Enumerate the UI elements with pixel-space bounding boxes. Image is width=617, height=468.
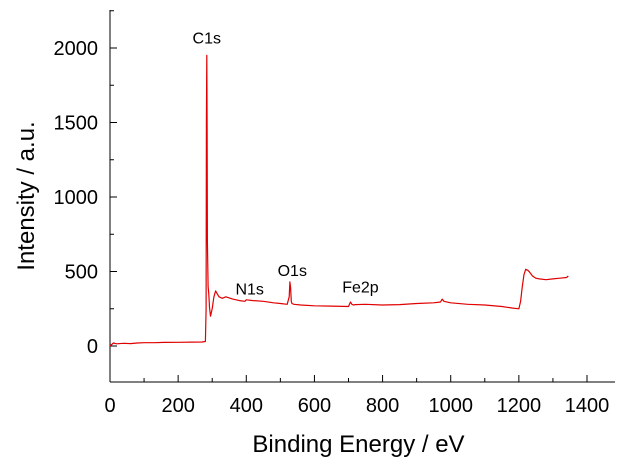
x-tick-label-600: 600 — [298, 395, 331, 417]
spectrum-series-line — [109, 54, 569, 347]
x-tick-label-1000: 1000 — [428, 395, 473, 417]
x-tick-label-0: 0 — [104, 395, 115, 417]
peak-label-c1s: C1s — [193, 31, 221, 48]
peak-label-o1s: O1s — [278, 263, 307, 280]
y-tick-label-1000: 1000 — [54, 187, 99, 209]
y-axis-title: Intensity / a.u. — [13, 121, 40, 270]
x-tick-label-1200: 1200 — [497, 395, 542, 417]
plot-area: 0 200 400 600 800 1000 1200 1400 0 500 1000 1500 200… — [54, 10, 615, 417]
y-tick-label-2000: 2000 — [54, 38, 99, 60]
peak-label-n1s: N1s — [235, 282, 263, 299]
peak-label-fe2p: Fe2p — [342, 279, 379, 296]
x-tick-label-200: 200 — [161, 395, 194, 417]
x-tick-label-800: 800 — [366, 395, 399, 417]
x-tick-label-1400: 1400 — [565, 395, 610, 417]
y-tick-label-500: 500 — [65, 262, 98, 284]
y-tick-label-1500: 1500 — [54, 113, 99, 135]
y-tick-label-0: 0 — [87, 336, 98, 358]
x-tick-label-400: 400 — [230, 395, 263, 417]
x-axis-title: Binding Energy / eV — [252, 431, 464, 458]
